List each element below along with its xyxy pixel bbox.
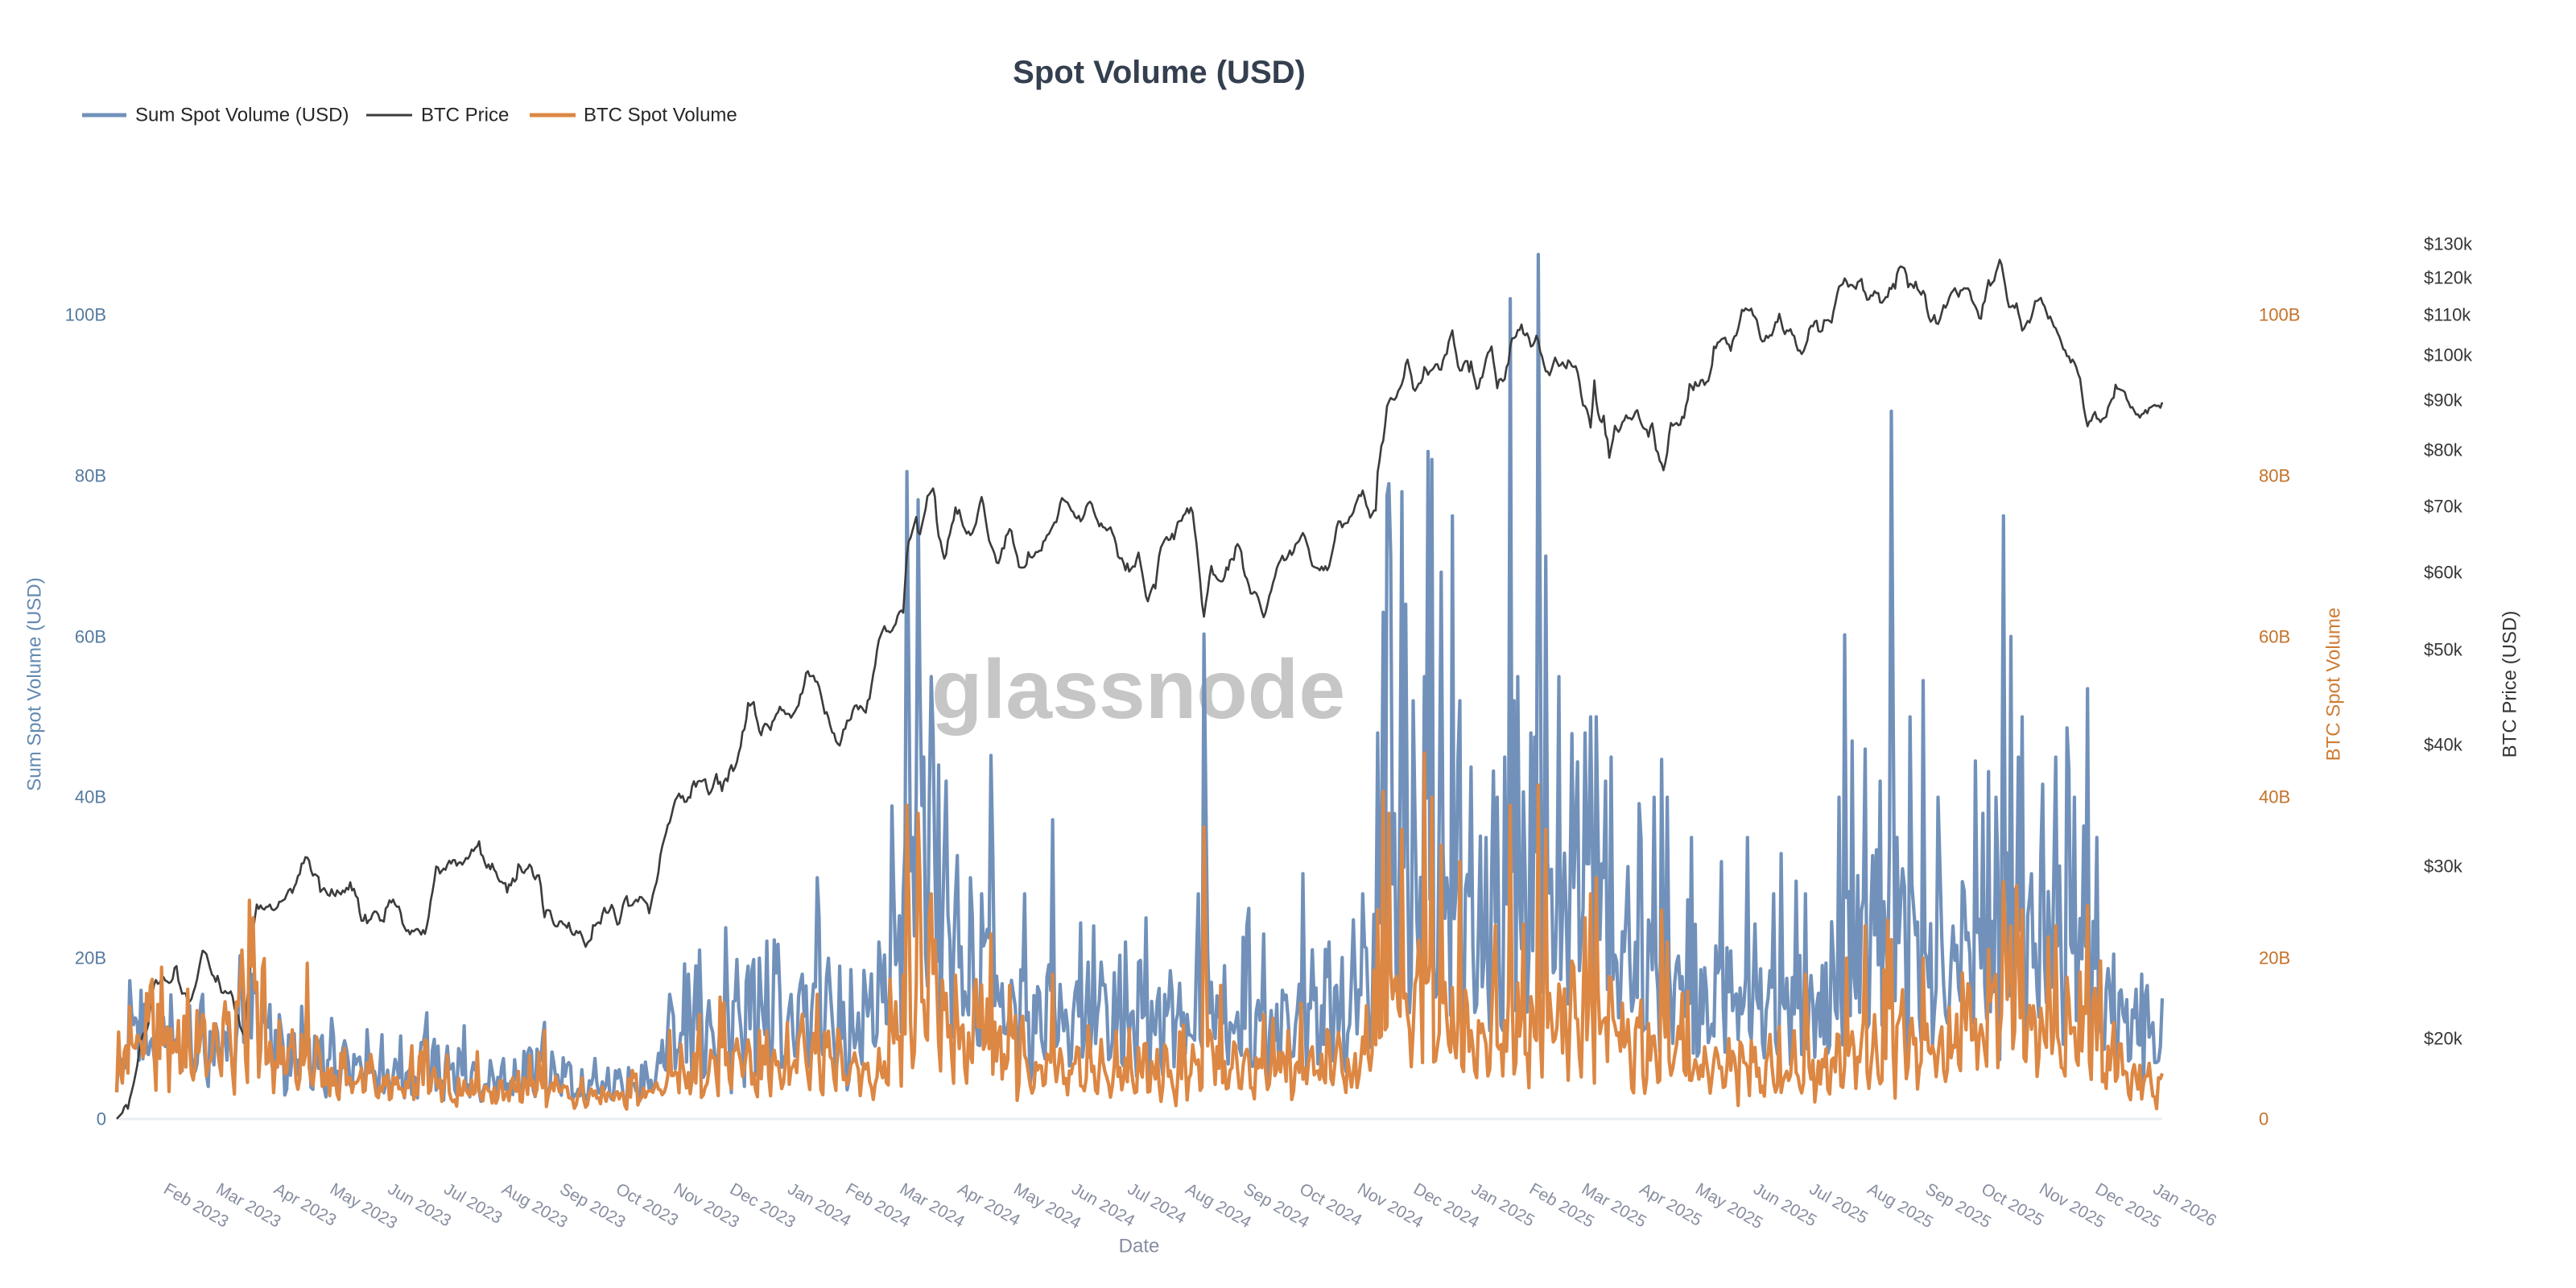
svg-text:80B: 80B [2259, 466, 2290, 486]
svg-text:$80k: $80k [2424, 440, 2463, 460]
svg-text:$130k: $130k [2424, 234, 2473, 254]
svg-text:40B: 40B [75, 787, 106, 807]
svg-text:BTC Spot Volume: BTC Spot Volume [2323, 608, 2345, 762]
svg-text:$90k: $90k [2424, 390, 2463, 411]
svg-text:0: 0 [2259, 1109, 2268, 1129]
svg-text:0: 0 [97, 1109, 106, 1129]
svg-text:Sum Spot Volume (USD): Sum Spot Volume (USD) [24, 577, 46, 791]
svg-text:80B: 80B [75, 466, 106, 486]
svg-text:$120k: $120k [2424, 268, 2473, 288]
svg-text:100B: 100B [2259, 305, 2300, 325]
svg-text:glassnode: glassnode [931, 643, 1345, 737]
svg-text:$60k: $60k [2424, 563, 2463, 583]
svg-text:Sum Spot Volume (USD): Sum Spot Volume (USD) [135, 105, 349, 126]
svg-text:60B: 60B [2259, 627, 2290, 647]
svg-text:BTC Price (USD): BTC Price (USD) [2500, 611, 2521, 758]
svg-text:BTC Price: BTC Price [421, 105, 509, 126]
svg-text:$30k: $30k [2424, 857, 2463, 877]
svg-text:$100k: $100k [2424, 345, 2473, 365]
svg-text:$50k: $50k [2424, 640, 2463, 660]
svg-text:BTC Spot Volume: BTC Spot Volume [584, 105, 737, 126]
svg-text:Spot Volume (USD): Spot Volume (USD) [1013, 55, 1306, 90]
svg-text:$70k: $70k [2424, 497, 2463, 517]
svg-text:$40k: $40k [2424, 735, 2463, 755]
svg-text:$110k: $110k [2424, 305, 2471, 325]
svg-text:20B: 20B [2259, 948, 2290, 968]
svg-text:20B: 20B [75, 948, 106, 968]
svg-text:Date: Date [1119, 1236, 1160, 1257]
svg-text:100B: 100B [65, 305, 106, 325]
svg-text:40B: 40B [2259, 787, 2290, 807]
svg-text:60B: 60B [75, 627, 106, 647]
svg-text:$20k: $20k [2424, 1029, 2463, 1049]
